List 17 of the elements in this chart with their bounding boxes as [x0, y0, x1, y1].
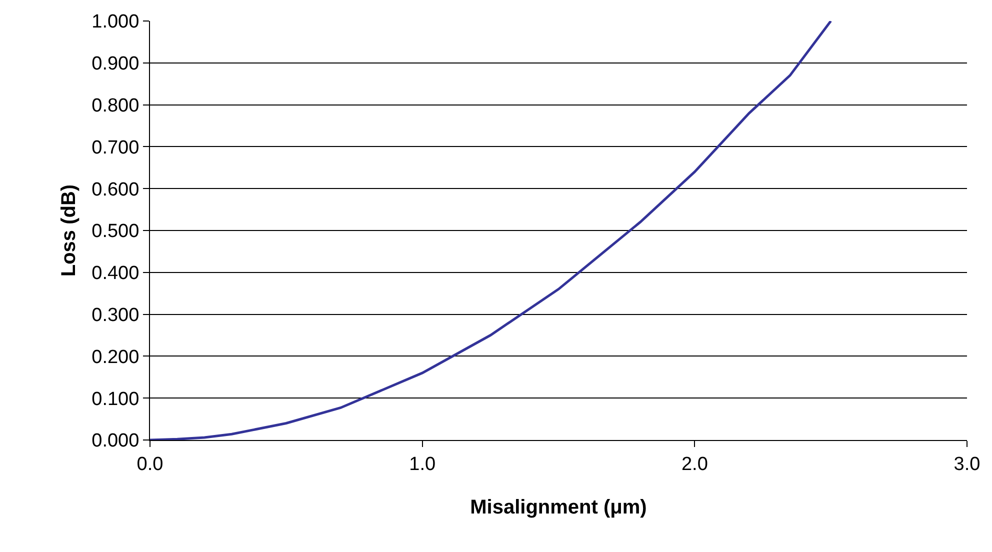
x-tick-label: 0.0: [136, 454, 164, 475]
y-tick-label: 0.800: [92, 95, 140, 116]
y-tick-label: 0.300: [92, 304, 140, 326]
y-tick-label: 0.400: [92, 263, 140, 284]
y-tick-label: 0.500: [92, 221, 140, 242]
y-tick-label: 0.700: [92, 137, 140, 158]
y-tick-label: 0.100: [92, 388, 140, 410]
y-tick-label: 1.000: [92, 12, 140, 33]
x-tick-label: 1.0: [409, 454, 436, 475]
y-axis-title: Loss (dB): [58, 184, 80, 277]
y-tick-label: 0.200: [92, 346, 140, 368]
x-tick-label: 2.0: [681, 454, 708, 475]
y-tick-label: 0.000: [92, 430, 140, 452]
x-tick-label: 3.0: [954, 454, 980, 475]
y-tick-label: 0.900: [92, 54, 140, 75]
y-tick-label: 0.600: [92, 179, 140, 200]
x-axis-title: Misalignment (μm): [470, 496, 647, 518]
